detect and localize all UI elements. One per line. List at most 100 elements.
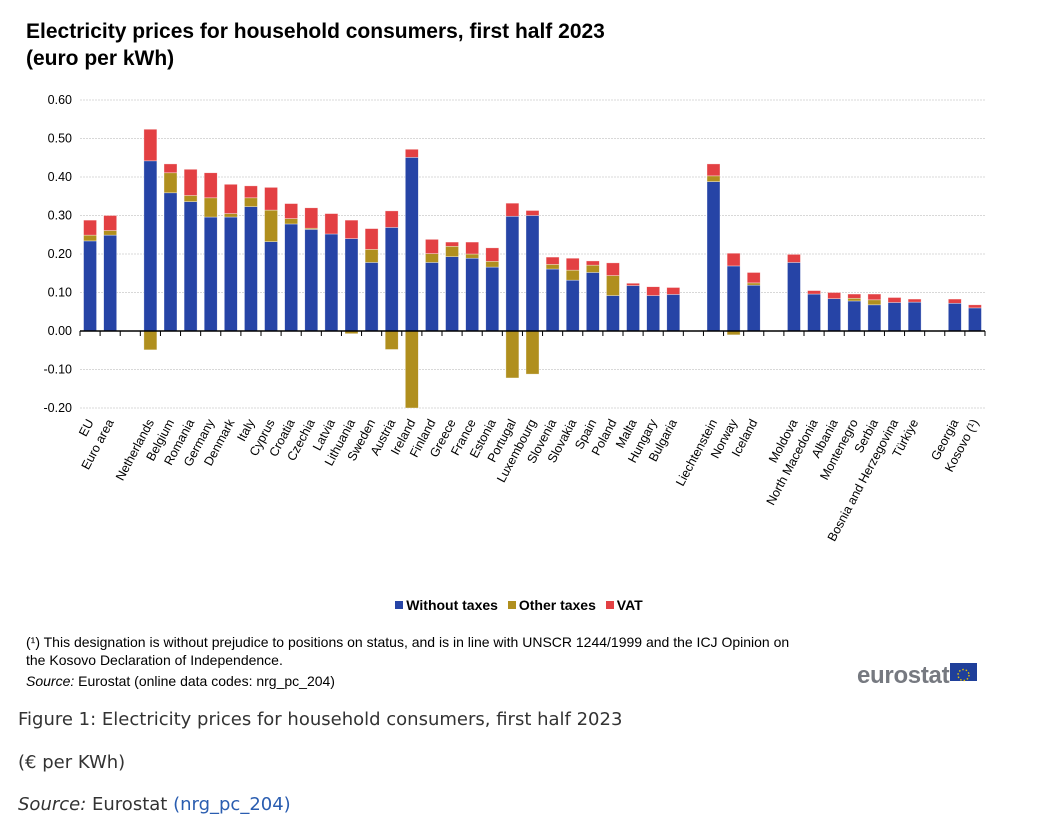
bar-segment xyxy=(244,197,258,207)
bar-segment xyxy=(746,282,761,286)
bar-segment xyxy=(505,215,520,332)
bar-segment xyxy=(485,266,500,332)
bar-segment xyxy=(545,268,560,332)
bar-segment xyxy=(405,157,419,332)
bar-segment xyxy=(425,253,439,263)
bars xyxy=(79,128,986,409)
bar-segment xyxy=(324,233,339,332)
bar-segment xyxy=(183,169,198,196)
bar-segment xyxy=(706,175,721,182)
logo-text: eurostat xyxy=(857,662,950,689)
bar-segment xyxy=(565,269,580,281)
bar-segment xyxy=(103,215,117,231)
bar-segment xyxy=(244,206,258,332)
bar-segment xyxy=(143,160,158,332)
bar-segment xyxy=(968,307,982,332)
legend-label: VAT xyxy=(616,597,643,613)
y-tick-label: -0.20 xyxy=(44,401,73,415)
bar-segment xyxy=(525,215,540,332)
bar-segment xyxy=(163,192,178,332)
legend-item: Other taxes xyxy=(507,597,596,613)
bar-segment xyxy=(586,260,600,266)
bar-segment xyxy=(284,218,298,225)
source-text: Eurostat (online data codes: nrg_pc_204) xyxy=(74,673,335,689)
bar-segment xyxy=(103,234,117,332)
bar-segment xyxy=(284,203,298,219)
bar-segment xyxy=(565,279,580,332)
bar-segment xyxy=(827,292,841,299)
y-tick-label: 0.50 xyxy=(48,132,72,146)
bar-segment xyxy=(465,257,479,332)
bar-segment xyxy=(545,256,560,265)
bar-segment xyxy=(565,257,580,271)
bar-segment xyxy=(586,272,600,332)
legend-swatch xyxy=(605,601,614,609)
bar-segment xyxy=(646,286,660,296)
bar-segment xyxy=(344,219,359,239)
bar-segment xyxy=(183,195,198,202)
bar-segment xyxy=(787,262,801,332)
bar-segment xyxy=(405,148,419,158)
bar-segment xyxy=(83,234,97,242)
caption-source-label: Source: xyxy=(18,794,87,815)
bar-segment xyxy=(364,262,379,332)
bar-segment xyxy=(425,262,439,332)
bar-segment xyxy=(83,240,97,332)
bar-segment xyxy=(606,275,620,296)
bar-segment xyxy=(606,262,620,276)
y-tick-label: 0.00 xyxy=(48,324,72,338)
bar-segment xyxy=(203,216,218,332)
bar-segment xyxy=(948,298,962,304)
source-dataset-link[interactable]: (nrg_pc_204) xyxy=(173,794,291,815)
figure-source: Source: Eurostat (nrg_pc_204) xyxy=(18,794,291,815)
bar-segment xyxy=(867,299,882,306)
bar-segment xyxy=(264,241,278,332)
bar-segment xyxy=(907,298,922,303)
bar-segment xyxy=(847,300,862,332)
bar-segment xyxy=(505,330,520,379)
bar-segment xyxy=(948,302,962,332)
bar-segment xyxy=(344,238,359,332)
bar-segment xyxy=(405,330,419,409)
bar-segment xyxy=(867,304,882,332)
bar-segment xyxy=(847,297,862,302)
bar-segment xyxy=(666,287,681,295)
bar-segment xyxy=(264,209,278,242)
bar-segment xyxy=(264,187,278,211)
bar-segment xyxy=(465,241,479,255)
bar-segment xyxy=(224,184,238,214)
bar-segment xyxy=(867,293,882,301)
bar-segment xyxy=(746,284,761,332)
bar-segment xyxy=(606,295,620,332)
legend-item: Without taxes xyxy=(395,597,498,613)
figure-caption: Figure 1: Electricity prices for househo… xyxy=(18,709,623,730)
legend: Without taxes Other taxes VAT xyxy=(0,597,1038,613)
chart-subtitle: (euro per kWh) xyxy=(26,47,175,70)
legend-swatch xyxy=(395,601,404,609)
bar-segment xyxy=(827,298,841,332)
bar-segment xyxy=(143,330,158,351)
bar-segment xyxy=(384,330,399,350)
legend-label: Other taxes xyxy=(518,597,596,613)
bar-segment xyxy=(666,294,681,332)
bar-segment xyxy=(103,230,117,236)
eurostat-logo: eurostat xyxy=(857,662,978,690)
bar-segment xyxy=(626,285,640,332)
bar-segment xyxy=(787,254,801,263)
chart-source: Source: Eurostat (online data codes: nrg… xyxy=(26,673,335,689)
bar-segment xyxy=(163,163,178,174)
bar-segment xyxy=(968,304,982,309)
bar-segment xyxy=(545,264,560,270)
bar-segment xyxy=(586,264,600,273)
bar-segment xyxy=(143,128,158,162)
bar-segment xyxy=(224,213,238,218)
bar-segment xyxy=(364,249,379,263)
bar-segment xyxy=(445,256,459,332)
bar-segment xyxy=(525,330,540,375)
bar-segment xyxy=(83,219,97,236)
bar-segment xyxy=(887,297,902,303)
bar-segment xyxy=(163,172,178,194)
bar-segment xyxy=(646,295,660,332)
caption-source-text: Eurostat xyxy=(86,794,174,815)
footnote: (¹) This designation is without prejudic… xyxy=(26,634,790,668)
